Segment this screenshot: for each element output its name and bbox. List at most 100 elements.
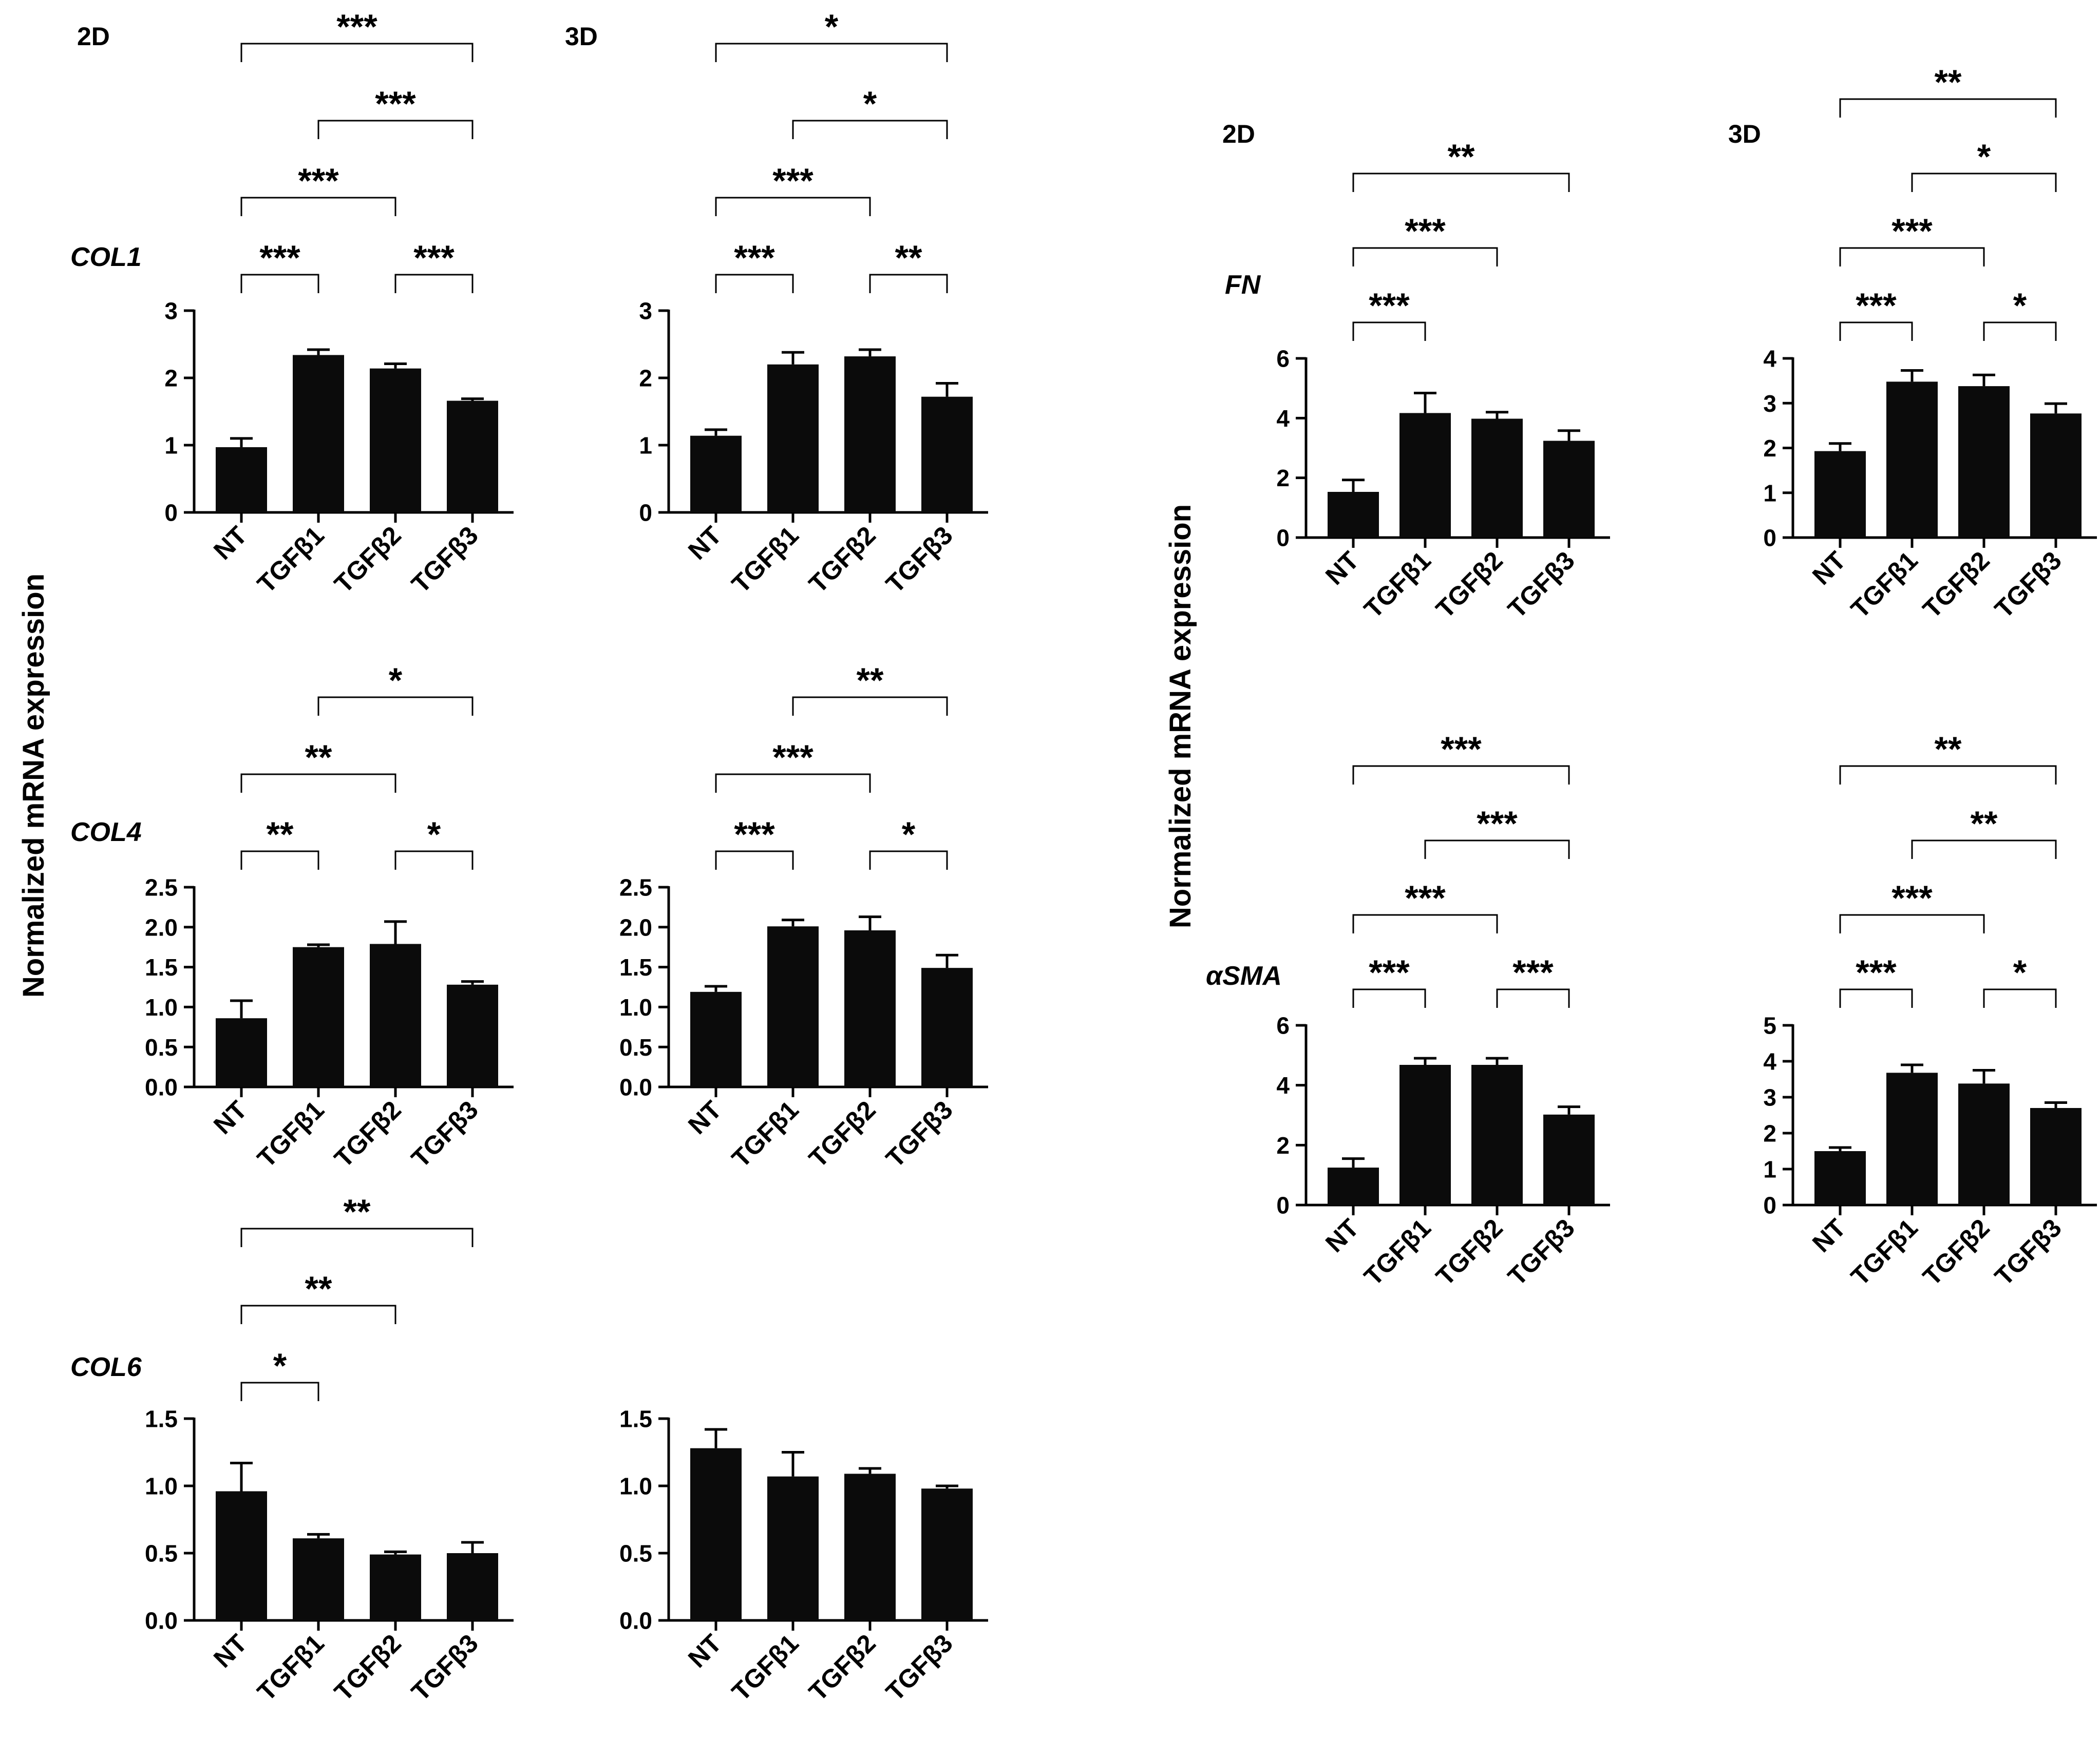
x-tick-label: TGFβ1 [1845,546,1923,624]
condition-label-2d-left: 2D [77,22,110,51]
y-tick-label: 1 [1763,1156,1776,1183]
bar-TGFβ2 [1471,418,1523,538]
significance-bracket [715,43,948,62]
bar-TGFβ1 [767,364,819,512]
significance-bracket [240,850,319,870]
y-tick-label: 6 [1276,346,1290,372]
x-tick-label: TGFβ1 [726,1629,804,1707]
x-tick-label: NT [208,521,253,565]
bar-TGFβ1 [293,1538,344,1620]
y-tick-label: 2 [164,365,178,392]
x-tick-label: TGFβ1 [726,521,804,599]
gene-label-col4: COL4 [70,817,142,847]
y-tick-label: 0 [1763,1192,1776,1219]
y-tick-label: 0 [639,500,652,526]
significance-bracket [869,274,948,293]
condition-label-3d-left: 3D [565,22,598,51]
bar-TGFβ3 [921,968,973,1087]
x-tick-label: TGFβ1 [726,1095,804,1173]
bar-TGFβ3 [2030,1108,2082,1205]
significance-label: *** [298,161,339,200]
significance-bracket [1839,247,1985,266]
bar-NT [1328,492,1379,538]
significance-label: *** [1477,804,1518,843]
bar-TGFβ2 [1471,1065,1523,1205]
y-tick-label: 2 [1763,435,1776,462]
significance-bracket [240,1305,396,1324]
significance-label: *** [375,84,416,123]
y-tick-label: 1.0 [145,994,178,1021]
significance-label: * [273,1346,287,1385]
y-tick-label: 1.5 [145,954,178,981]
significance-label: ** [305,738,332,777]
bar-TGFβ3 [921,396,973,512]
x-tick-label: TGFβ3 [880,1629,958,1707]
x-tick-label: TGFβ1 [252,1629,330,1707]
y-tick-label: 0 [1276,1192,1290,1219]
y-tick-label: 2 [1276,1132,1290,1159]
bar-TGFβ2 [1958,386,2010,538]
y-tick-label: 1.5 [145,1406,178,1432]
significance-bracket [869,850,948,870]
significance-label: * [2013,953,2027,992]
y-axis-label-right: Normalized mRNA expression [1164,504,1197,928]
significance-bracket [1352,988,1426,1008]
significance-label: *** [1891,878,1933,918]
significance-label: *** [413,238,455,277]
bar-TGFβ3 [447,1553,498,1620]
y-tick-label: 0 [1763,525,1776,551]
y-tick-label: 0.5 [619,1540,652,1567]
significance-bracket [1983,988,2057,1008]
x-tick-label: TGFβ2 [803,1629,881,1707]
significance-bracket [240,1382,319,1401]
significance-bracket [240,43,474,62]
significance-bracket [394,274,474,293]
x-tick-label: TGFβ1 [1358,1213,1436,1291]
significance-label: *** [1856,953,1897,992]
significance-label: *** [734,238,775,277]
x-tick-label: NT [1320,546,1365,590]
x-tick-label: TGFβ2 [329,1095,407,1173]
y-tick-label: 4 [1276,1072,1290,1099]
y-tick-label: 1.5 [619,1406,652,1432]
significance-bracket [1839,988,1913,1008]
x-tick-label: TGFβ2 [329,521,407,599]
significance-label: * [427,815,441,854]
significance-label: ** [1971,804,1998,843]
y-tick-label: 4 [1276,405,1290,432]
y-tick-label: 4 [1763,346,1776,372]
significance-bracket [792,120,948,139]
significance-label: ** [895,238,922,277]
bar-NT [216,447,267,512]
significance-label: ** [1935,730,1962,769]
x-tick-label: TGFβ2 [1917,1213,1995,1291]
bar-NT [1814,1151,1866,1205]
y-tick-label: 2 [639,365,652,392]
y-tick-label: 2.0 [145,914,178,941]
significance-label: *** [1405,878,1446,918]
significance-label: *** [1891,212,1933,251]
significance-bracket [1983,321,2057,341]
significance-bracket [240,1228,474,1247]
y-tick-label: 1.5 [619,954,652,981]
bar-TGFβ3 [2030,413,2082,538]
significance-bracket [715,197,871,216]
significance-label: ** [305,1269,332,1308]
x-tick-label: TGFβ3 [1989,546,2067,624]
bar-NT [690,991,742,1087]
bar-TGFβ1 [293,947,344,1087]
bar-TGFβ1 [767,926,819,1087]
x-tick-label: TGFβ1 [252,1095,330,1173]
y-tick-label: 2 [1276,465,1290,491]
gene-label-fn: FN [1225,270,1261,300]
significance-bracket [317,120,474,139]
y-tick-label: 0.5 [145,1034,178,1061]
x-tick-label: TGFβ2 [329,1629,407,1707]
x-tick-label: TGFβ3 [1502,1213,1580,1291]
bar-NT [690,1448,742,1620]
significance-label: ** [857,661,884,700]
